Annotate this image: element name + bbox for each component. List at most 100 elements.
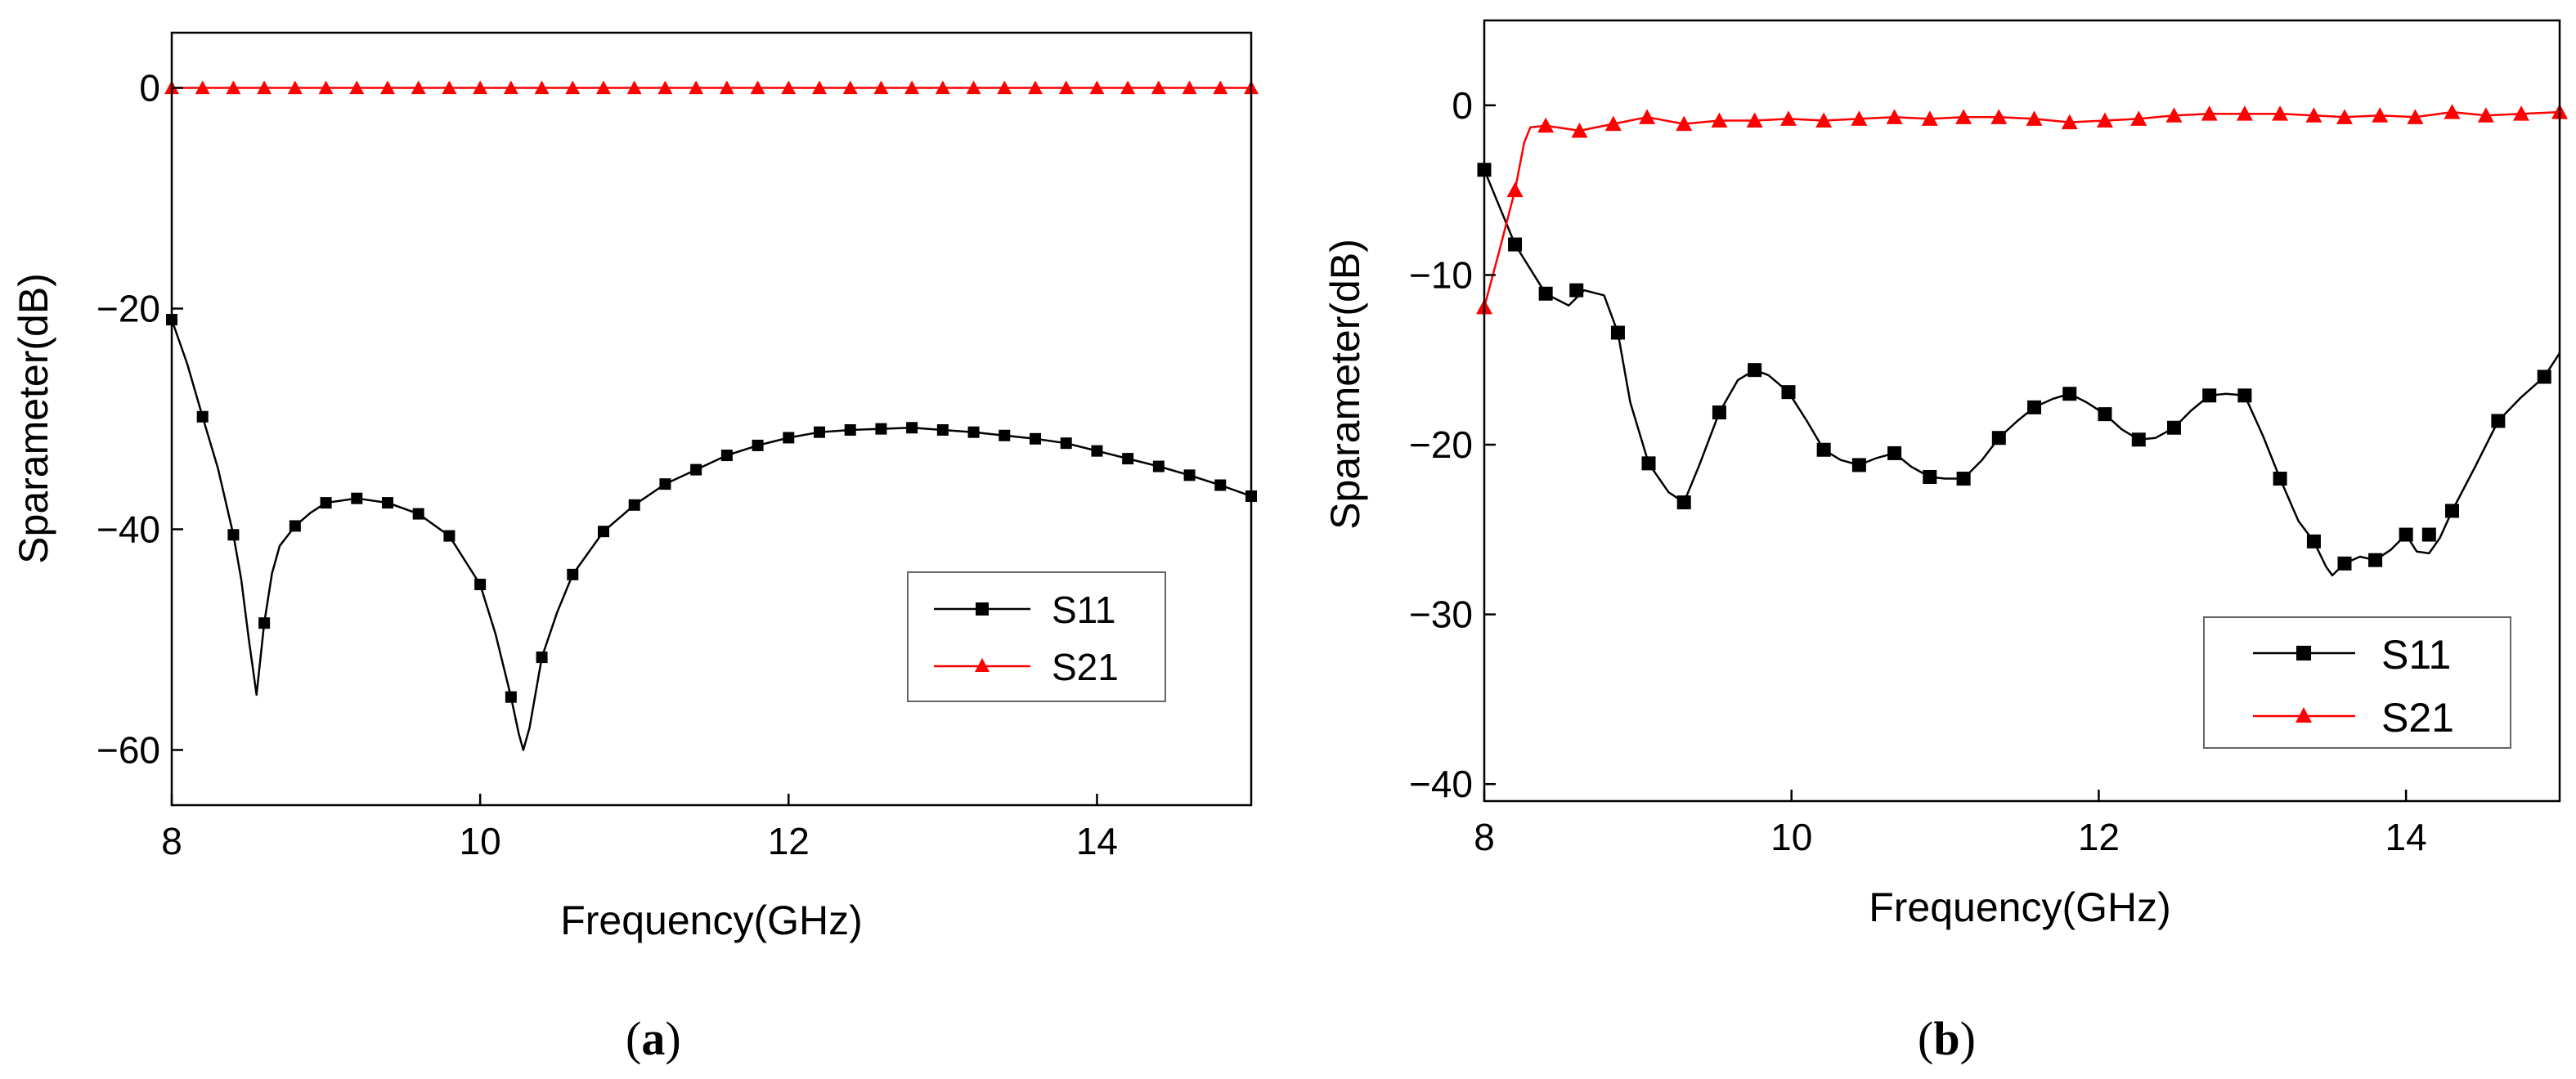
chart-a-s21-point: [380, 80, 395, 95]
chart-b-y-tick-label: −20: [1409, 423, 1473, 466]
chart-a-legend-s21-label: S21: [1052, 646, 1119, 688]
chart-b-s11-point: [2273, 472, 2287, 486]
chart-a-x-tick-label: 12: [768, 820, 810, 862]
chart-b-legend-box: [2203, 616, 2511, 749]
chart-a-x-tick-label: 10: [460, 820, 501, 862]
chart-a-s21-point: [318, 80, 334, 95]
chart-a-s21-point: [781, 80, 797, 95]
chart-a-y-axis-label: Sparameter(dB): [11, 273, 56, 564]
chart-b-legend: S11 S21: [2203, 616, 2511, 749]
chart-a-s11-point: [967, 426, 980, 438]
chart-a-s21-point: [473, 80, 488, 95]
chart-b-s21-point: [2477, 107, 2494, 123]
chart-b-s21-point: [1851, 110, 1868, 126]
chart-b-s21-point: [1506, 181, 1524, 198]
chart-a-s21-point: [657, 80, 673, 95]
chart-a-s11-point: [598, 526, 609, 538]
chart-b-ticks-layer: 8 10 12 14 0 −10 −20 −30 −40: [1409, 84, 2427, 858]
chart-a-s11-point: [1122, 453, 1134, 465]
chart-b-s21-point: [1779, 110, 1797, 126]
chart-b-y-tick-label: 0: [1452, 84, 1473, 127]
chart-a-s21-point: [904, 80, 920, 95]
chart-a-s21-point: [411, 80, 426, 95]
chart-a-s21-point: [596, 80, 611, 95]
chart-b-panel-letter: b: [1933, 1012, 1959, 1065]
chart-a-s11-point: [536, 651, 548, 664]
chart-a-s11-point: [844, 424, 856, 436]
chart-b-x-axis-label: Frequency(GHz): [1869, 884, 2171, 930]
chart-b-legend-s11-label: S11: [2381, 632, 2451, 678]
chart-a-s21-point: [842, 80, 858, 95]
chart-b-s11-point: [2027, 400, 2042, 414]
chart-a-s11-point: [196, 410, 209, 423]
chart-b: 8 10 12 14 0 −10 −20 −30 −40 Frequency(GHz) Spar…: [1322, 19, 2568, 1065]
chart-a-s21-point: [226, 80, 241, 95]
chart-b-s11-point: [1816, 442, 1831, 457]
chart-b-s11-point: [2131, 432, 2146, 447]
chart-a-s11-point: [783, 432, 795, 444]
chart-b-x-tick-label: 12: [2078, 816, 2120, 858]
chart-a-s21-point: [534, 80, 550, 95]
chart-b-s21-point: [1955, 109, 1972, 124]
chart-a-s11-point: [258, 617, 271, 629]
chart-a-s11-point: [351, 492, 363, 504]
chart-b-s21-point: [2272, 105, 2289, 121]
chart-a-s11-point: [1183, 469, 1196, 481]
chart-b-x-tick-label: 14: [2385, 816, 2427, 858]
chart-b-s11-point: [1923, 469, 1937, 484]
chart-b-s21-point: [2444, 104, 2461, 119]
chart-a-series-layer: [164, 80, 1259, 751]
chart-b-s11-point: [2166, 420, 2181, 435]
chart-b-s11-point: [1676, 495, 1691, 510]
chart-a-x-axis-label: Frequency(GHz): [560, 898, 863, 943]
chart-b-s11-point: [1508, 237, 1523, 252]
chart-a-panel-letter: a: [641, 1012, 665, 1065]
chart-a-s11-point: [443, 530, 456, 542]
chart-b-s11-point: [1538, 286, 1553, 301]
chart-b-x-tick-label: 10: [1770, 816, 1812, 858]
chart-a-legend-s21-marker: [975, 658, 990, 672]
chart-a-s11-point: [412, 508, 424, 520]
chart-a-s11-point: [567, 568, 579, 580]
chart-b-x-tick-label: 8: [1474, 816, 1495, 858]
chart-b-s21-point: [1676, 115, 1693, 132]
chart-b-s21-point: [1815, 112, 1833, 128]
chart-b-s21-point: [2096, 112, 2113, 128]
chart-a-s21-point: [750, 80, 765, 95]
chart-a-x-tick-label: 14: [1076, 820, 1118, 862]
chart-a-s11-point: [936, 424, 949, 436]
chart-b-s21-point: [2061, 114, 2078, 130]
chart-b-y-tick-label: −40: [1409, 763, 1473, 805]
chart-b-s11-point: [1851, 458, 1866, 472]
chart-a-legend-s11-marker: [976, 602, 989, 616]
chart-a-s21-point: [503, 80, 518, 95]
chart-b-s11-point: [1712, 405, 1726, 420]
chart-b-s11-point: [1641, 456, 1656, 471]
chart-a-s21-point: [565, 80, 581, 95]
chart-a-s11-point: [1152, 460, 1165, 472]
chart-b-s11-point: [2062, 387, 2077, 401]
chart-a-legend-s11-label: S11: [1052, 589, 1115, 631]
chart-b-s21-point: [1990, 109, 2008, 124]
chart-a-s21-point: [257, 80, 272, 95]
chart-a-s11-point: [289, 520, 301, 532]
chart-b-s21-point: [2336, 109, 2353, 124]
chart-b-s21-point: [2513, 105, 2530, 121]
chart-b-s21-point: [1886, 109, 1903, 124]
chart-b-s11-point: [1991, 431, 2006, 445]
chart-b-legend-s11-marker: [2296, 646, 2311, 660]
chart-b-s21-point: [2236, 105, 2253, 121]
chart-b-s21-point: [2372, 107, 2389, 123]
chart-a-s11-point: [227, 529, 240, 541]
chart-a-panel-label: (a): [626, 1012, 681, 1065]
chart-b-s11-point: [2491, 414, 2506, 428]
chart-b-s21-point: [1921, 110, 1938, 126]
chart-b-s11-point: [2537, 369, 2551, 384]
chart-a-s21-point: [1120, 80, 1136, 95]
chart-b-s21-point: [2165, 107, 2183, 123]
chart-a-s21-point: [689, 80, 704, 95]
chart-b-s11-point: [1569, 283, 1584, 298]
chart-b-s11-point: [1887, 445, 1902, 460]
chart-b-plot-frame: [1483, 19, 2561, 803]
